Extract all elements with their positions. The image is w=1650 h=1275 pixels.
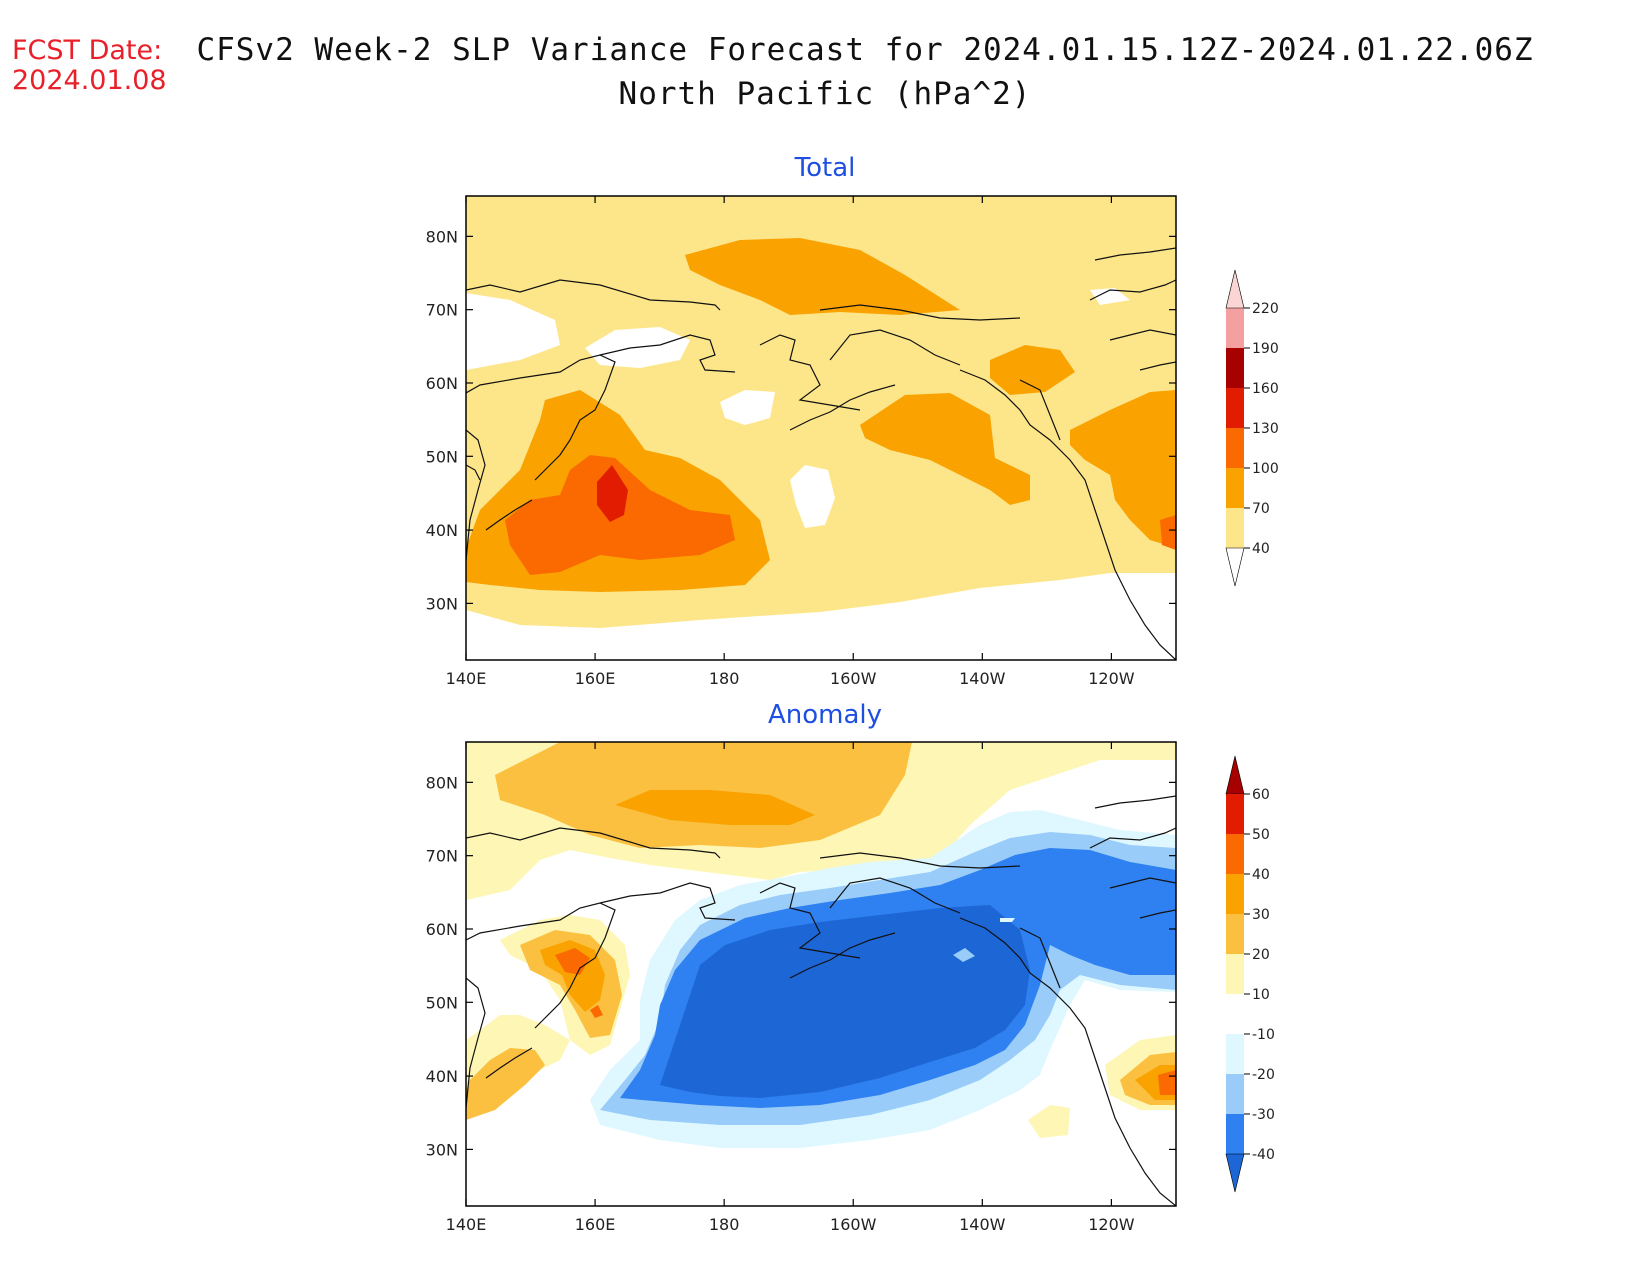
fcst-date-label: FCST Date: (12, 35, 163, 66)
total-lat-label: 70N (426, 301, 458, 320)
total-colorbar-label: 100 (1252, 461, 1279, 477)
anomaly-colorbar-label: 40 (1252, 867, 1270, 883)
anomaly-lightblue (590, 810, 1176, 1148)
total-lat-label: 40N (426, 521, 458, 540)
total-lat-label: 50N (426, 447, 458, 466)
total-lat-label: 60N (426, 374, 458, 393)
anomaly-lon-label: 140W (959, 1215, 1006, 1234)
total-red-core (597, 465, 628, 522)
total-white-south (466, 573, 1176, 660)
anomaly-colorbar-bottom-arrow (1225, 1153, 1245, 1193)
panel-title-total: Total (794, 153, 856, 183)
total-colorbar-label: 40 (1252, 541, 1270, 557)
total-axis-ticks: 80N 70N 60N 50N 40N 30N 140E 160E 180 160W 140W 120… (426, 196, 1176, 688)
anomaly-lat-label: 30N (426, 1140, 458, 1159)
anomaly-orange-arctic (495, 742, 912, 848)
total-lon-label: 140W (959, 669, 1006, 688)
anomaly-lon-label: 140E (446, 1215, 487, 1234)
anomaly-colorbar-segment (1226, 1034, 1244, 1074)
total-lon-label: 140E (446, 669, 487, 688)
anomaly-lon-label: 160W (830, 1215, 877, 1234)
total-colorbar-label: 220 (1252, 301, 1279, 317)
anomaly-colorbar-segment (1226, 1074, 1244, 1114)
anomaly-colorbar-label: 30 (1252, 907, 1270, 923)
anomaly-darkblue (660, 905, 1030, 1098)
anomaly-colorbar: 60 50 40 30 20 10 -10 -20 -30 -40 (1225, 755, 1275, 1193)
anomaly-lat-label: 60N (426, 920, 458, 939)
total-lat-label: 30N (426, 594, 458, 613)
total-colorbar-segment (1226, 348, 1244, 388)
anomaly-contours (466, 742, 1176, 1206)
anomaly-lon-label: 120W (1088, 1215, 1135, 1234)
total-colorbar: 40 70 100 130 160 190 220 (1225, 269, 1279, 587)
total-colorbar-top-arrow (1225, 269, 1245, 309)
anomaly-colorbar-segment (1226, 954, 1244, 994)
anomaly-colorbar-top-arrow (1225, 755, 1245, 795)
total-coastlines (466, 247, 1176, 660)
total-colorbar-segment (1226, 468, 1244, 508)
anomaly-colorbar-label: -10 (1252, 1027, 1275, 1043)
anomaly-colorbar-label: 60 (1252, 787, 1270, 803)
total-lon-label: 160E (575, 669, 616, 688)
anomaly-colorbar-label: 20 (1252, 947, 1270, 963)
anomaly-blue (620, 848, 1176, 1108)
total-lon-label: 160W (830, 669, 877, 688)
anomaly-yellow-north (466, 742, 1176, 900)
anomaly-colorbar-label: -30 (1252, 1107, 1275, 1123)
anomaly-lat-label: 40N (426, 1067, 458, 1086)
anomaly-coastlines (466, 795, 1176, 1206)
anomaly-colorbar-segment (1226, 1114, 1244, 1154)
total-orange-gulf (860, 393, 1030, 505)
total-orange-arctic (685, 238, 960, 315)
total-colorbar-segment (1226, 388, 1244, 428)
anomaly-colorbar-segment (1226, 874, 1244, 914)
anomaly-colorbar-segment (1226, 914, 1244, 954)
total-white-northwest (466, 293, 560, 370)
total-colorbar-label: 70 (1252, 501, 1270, 517)
anomaly-colorbar-segment (1226, 994, 1244, 1034)
anomaly-lon-label: 160E (575, 1215, 616, 1234)
anomaly-colorbar-segment (1226, 794, 1244, 834)
anomaly-colorbar-label: -40 (1252, 1147, 1275, 1163)
total-colorbar-segment (1226, 308, 1244, 348)
anomaly-lat-label: 50N (426, 993, 458, 1012)
fcst-date-value: 2024.01.08 (12, 65, 167, 96)
anomaly-lat-label: 70N (426, 847, 458, 866)
anomaly-axis-ticks: 80N 70N 60N 50N 40N 30N 140E 160E 180 160W 140W 120… (426, 742, 1176, 1234)
total-orange-west (466, 390, 770, 592)
panel-title-anomaly: Anomaly (767, 700, 883, 730)
total-colorbar-segment (1226, 508, 1244, 548)
subtitle: North Pacific (hPa^2) (618, 76, 1032, 112)
anomaly-frame (465, 741, 1177, 1207)
total-redorange (505, 455, 735, 575)
anomaly-lon-label: 180 (709, 1215, 740, 1234)
anomaly-colorbar-label: 10 (1252, 987, 1270, 1003)
total-contours (466, 196, 1176, 660)
total-frame (465, 195, 1177, 661)
total-colorbar-label: 160 (1252, 381, 1279, 397)
total-colorbar-label: 130 (1252, 421, 1279, 437)
total-lon-label: 120W (1088, 669, 1135, 688)
anomaly-colorbar-label: 50 (1252, 827, 1270, 843)
total-lat-label: 80N (426, 227, 458, 246)
total-lon-label: 180 (709, 669, 740, 688)
anomaly-colorbar-label: -20 (1252, 1067, 1275, 1083)
total-colorbar-segment (1226, 428, 1244, 468)
total-colorbar-label: 190 (1252, 341, 1279, 357)
anomaly-colorbar-segment (1226, 834, 1244, 874)
total-orange-coast (1070, 390, 1176, 548)
main-title: CFSv2 Week-2 SLP Variance Forecast for 2… (196, 32, 1534, 68)
fcst-date-block: FCST Date: 2024.01.08 (12, 36, 167, 96)
total-colorbar-bottom-arrow (1225, 547, 1245, 587)
anomaly-lat-label: 80N (426, 773, 458, 792)
